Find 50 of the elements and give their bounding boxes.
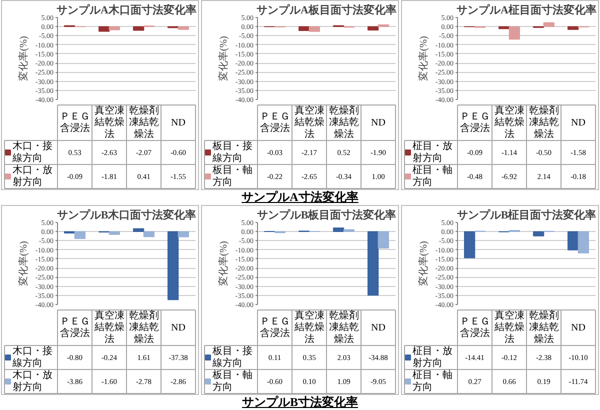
text: サンプルB寸法変化率 xyxy=(240,395,359,409)
legend-label: 木口・接線方向 xyxy=(12,345,52,369)
y-axis-title: 変化率(%) xyxy=(17,36,30,81)
chart-title: サンプルB木口面寸法変化率 xyxy=(56,208,196,222)
x-tick-label: ＰＥＧ含浸法 xyxy=(260,111,290,134)
x-tick-label: 真空凍結乾燥法 xyxy=(93,104,124,140)
legend-label: 木口・接線方向 xyxy=(12,140,52,164)
legend-label: 柾目・軸方向 xyxy=(412,164,452,188)
x-tick-label: 乾燥剤凍結乾燥法 xyxy=(128,310,159,345)
legend-label: 板目・接線方向 xyxy=(212,140,252,164)
y-axis-title: 変化率(%) xyxy=(17,240,30,286)
x-tick-label: ND xyxy=(371,117,386,128)
chart-title: サンプルB板目面寸法変化率 xyxy=(256,208,396,222)
chart-title: サンプルA木口面寸法変化率 xyxy=(56,4,196,16)
x-tick-label: ＰＥＧ含浸法 xyxy=(260,316,290,340)
chart-title: サンプルB柾目面寸法変化率 xyxy=(456,208,596,222)
x-tick-label: ND xyxy=(571,117,586,128)
x-tick-label: ＰＥＧ含浸法 xyxy=(60,111,90,134)
x-tick-label: 真空凍結乾燥法 xyxy=(93,310,124,345)
x-tick-label: ND xyxy=(571,322,586,334)
legend-label: 柾目・放射方向 xyxy=(412,345,452,369)
x-tick-label: ＰＥＧ含浸法 xyxy=(460,316,490,340)
legend-label: 板目・接線方向 xyxy=(212,345,252,369)
x-tick-label: 乾燥剤凍結乾燥法 xyxy=(528,310,559,345)
chart-title: サンプルA板目面寸法変化率 xyxy=(256,4,396,16)
x-tick-label: 真空凍結乾燥法 xyxy=(493,104,524,140)
legend-label: 木口・放射方向 xyxy=(12,164,52,188)
y-axis-title: 変化率(%) xyxy=(417,240,430,286)
legend-label: 板目・軸方向 xyxy=(212,369,252,393)
legend-label: 柾目・軸方向 xyxy=(412,369,452,393)
x-tick-label: 乾燥剤凍結乾燥法 xyxy=(328,104,359,140)
chart-title: サンプルA柾目面寸法変化率 xyxy=(456,4,596,16)
legend-label: 板目・軸方向 xyxy=(212,164,252,188)
x-tick-label: 真空凍結乾燥法 xyxy=(293,310,324,345)
x-tick-label: 乾燥剤凍結乾燥法 xyxy=(528,104,559,140)
x-tick-label: 乾燥剤凍結乾燥法 xyxy=(128,104,159,140)
y-axis-title: 変化率(%) xyxy=(217,240,230,286)
text: サンプルA寸法変化率 xyxy=(240,190,360,204)
x-tick-label: ＰＥＧ含浸法 xyxy=(460,111,490,134)
x-tick-label: ND xyxy=(371,322,386,334)
x-tick-label: ＰＥＧ含浸法 xyxy=(60,316,90,340)
legend-label: 柾目・放射方向 xyxy=(412,140,452,164)
x-tick-label: ND xyxy=(171,117,186,128)
x-tick-label: ND xyxy=(171,322,186,334)
x-tick-label: 真空凍結乾燥法 xyxy=(493,310,524,345)
legend-label: 木口・放射方向 xyxy=(12,369,52,393)
x-tick-label: 真空凍結乾燥法 xyxy=(293,104,324,140)
x-tick-label: 乾燥剤凍結乾燥法 xyxy=(328,310,359,345)
y-axis-title: 変化率(%) xyxy=(417,36,430,81)
y-axis-title: 変化率(%) xyxy=(217,36,230,81)
